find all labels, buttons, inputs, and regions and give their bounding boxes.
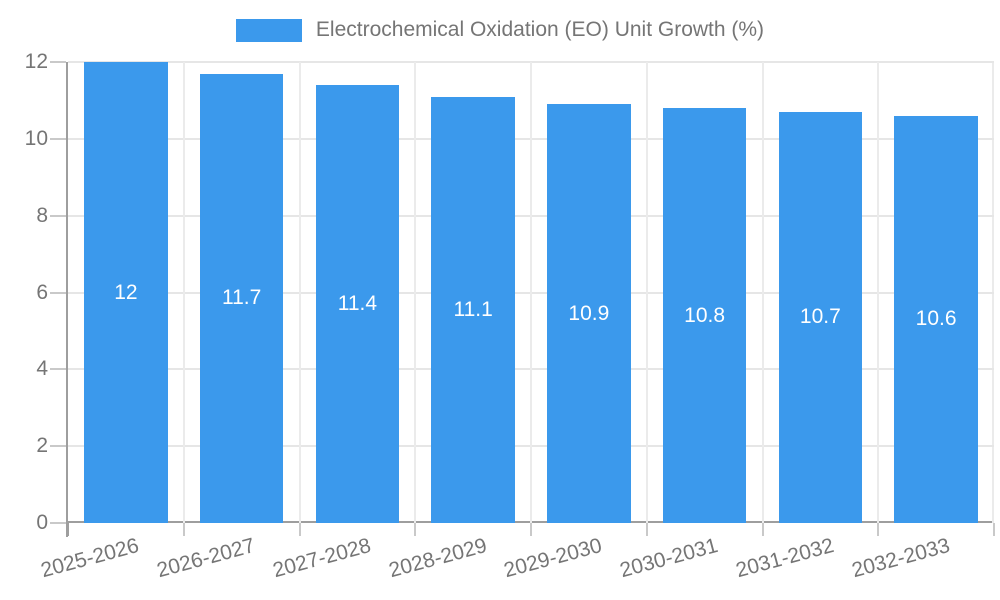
x-gridline xyxy=(414,62,417,523)
y-tick-label: 6 xyxy=(36,280,48,304)
x-gridline xyxy=(530,62,532,523)
x-gridline xyxy=(761,62,764,523)
y-tick-label: 12 xyxy=(24,50,48,73)
legend-label: Electrochemical Oxidation (EO) Unit Grow… xyxy=(315,18,765,41)
y-tick-mark xyxy=(50,291,66,294)
y-tick-label: 10 xyxy=(24,126,48,150)
x-tick-mark xyxy=(530,523,532,536)
bar-value-label: 10.6 xyxy=(915,307,957,331)
x-tick-mark xyxy=(761,523,764,536)
y-tick-label: 0 xyxy=(36,511,48,534)
y-tick-mark xyxy=(50,445,66,448)
x-gridline xyxy=(645,62,648,523)
bar-value-label: 10.9 xyxy=(568,301,610,325)
bar-2026-2027: 11.7 xyxy=(199,73,284,523)
bar-2032-2033: 10.6 xyxy=(894,115,978,523)
x-tick-mark xyxy=(67,523,69,536)
x-category-label: 2032-2033 xyxy=(849,534,953,583)
chart-legend[interactable]: Electrochemical Oxidation (EO) Unit Grow… xyxy=(0,18,1000,42)
bar-2025-2026: 12 xyxy=(84,62,168,523)
x-tick-mark xyxy=(993,523,995,536)
x-tick-mark xyxy=(182,523,185,536)
bar-value-label: 10.7 xyxy=(799,305,841,329)
bar-value-label: 11.4 xyxy=(337,292,378,316)
x-gridline xyxy=(182,62,185,523)
bar-value-label: 11.7 xyxy=(221,286,262,310)
x-category-label: 2031-2032 xyxy=(733,534,837,583)
y-tick-mark xyxy=(50,137,66,140)
bar-2031-2032: 10.7 xyxy=(778,111,863,523)
bar-2028-2029: 11.1 xyxy=(431,96,515,523)
x-category-label: 2029-2030 xyxy=(501,534,605,583)
y-tick-label: 8 xyxy=(36,203,48,227)
x-category-label: 2026-2027 xyxy=(154,534,258,583)
bar-value-label: 10.8 xyxy=(684,303,726,327)
x-category-label: 2028-2029 xyxy=(386,534,490,583)
y-tick-label: 4 xyxy=(36,357,48,381)
y-axis-line xyxy=(66,62,68,537)
x-tick-mark xyxy=(645,523,648,536)
bar-value-label: 11.1 xyxy=(453,297,493,321)
x-category-label: 2030-2031 xyxy=(617,534,721,583)
x-category-label: 2027-2028 xyxy=(270,534,374,583)
bar-value-label: 12 xyxy=(114,280,138,304)
plot-area: 12 11.7 11.4 11.1 10.9 10.8 10.7 10.6 xyxy=(68,61,994,523)
y-tick-mark xyxy=(50,368,66,371)
x-tick-mark xyxy=(414,523,417,536)
x-category-label: 2025-2026 xyxy=(38,534,142,583)
y-tick-mark xyxy=(50,61,66,63)
legend-swatch-icon xyxy=(235,18,302,42)
x-tick-mark xyxy=(298,523,301,536)
x-tick-mark xyxy=(877,523,880,536)
y-tick-label: 2 xyxy=(36,434,48,458)
x-gridline xyxy=(298,62,301,523)
bar-2029-2030: 10.9 xyxy=(547,104,631,523)
x-gridline xyxy=(877,62,880,523)
y-tick-mark xyxy=(50,214,66,217)
bar-2030-2031: 10.8 xyxy=(662,108,747,523)
bar-2027-2028: 11.4 xyxy=(315,85,400,523)
y-tick-mark xyxy=(50,522,66,524)
